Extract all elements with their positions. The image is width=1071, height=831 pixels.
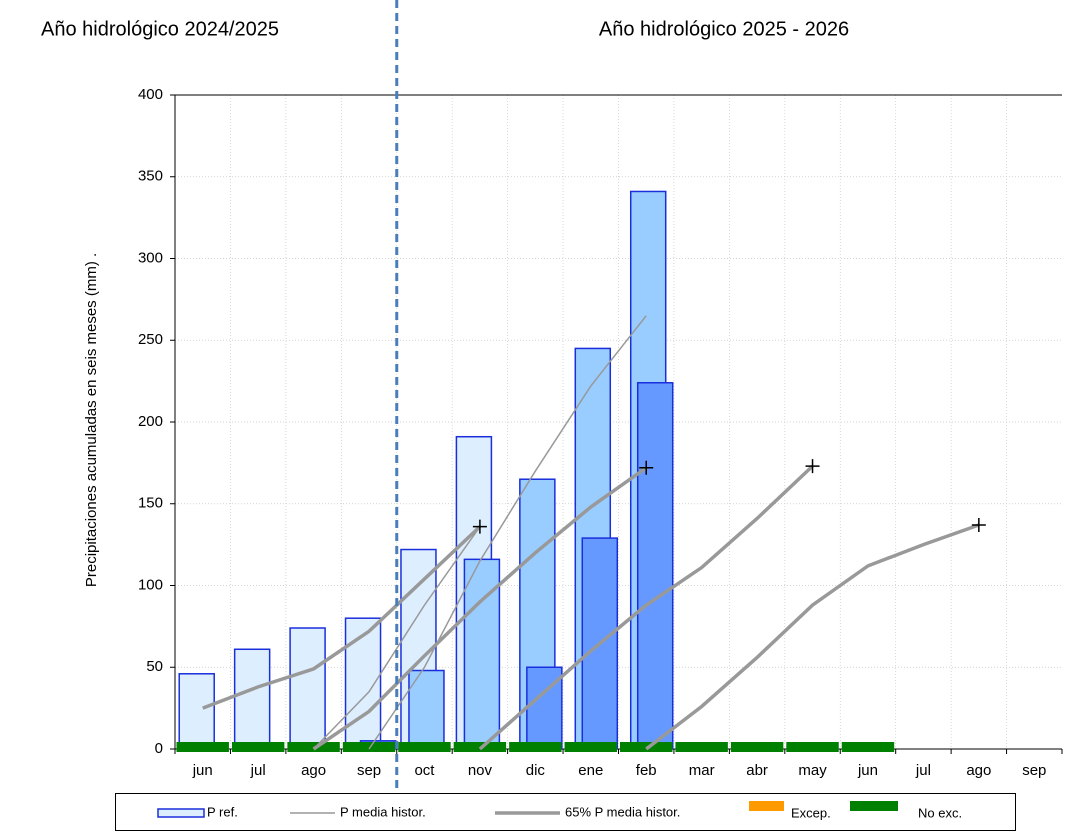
line-series: [645, 523, 980, 751]
x-tick-label: feb: [636, 762, 657, 779]
status-bar: [231, 742, 285, 752]
year-title: Año hidrológico 2025 - 2026: [599, 18, 849, 40]
legend-label: P ref.: [207, 804, 238, 819]
line-series: [202, 525, 482, 710]
legend-swatch: [749, 801, 784, 811]
status-bar: [509, 742, 562, 752]
x-tick-label: may: [798, 762, 827, 779]
x-tick-label: jul: [250, 762, 266, 779]
status-bar: [841, 742, 895, 752]
legend-label: P media histor.: [340, 804, 426, 819]
bar: [344, 617, 382, 750]
x-tick-label: ago: [966, 762, 991, 779]
x-tick-label: sep: [1022, 762, 1046, 779]
legend-label: Excep.: [791, 805, 831, 820]
end-marker: [472, 519, 487, 534]
x-tick-label: dic: [526, 762, 546, 779]
y-axis-label: Precipitaciones acumuladas en seis meses…: [83, 253, 100, 587]
y-tick-label: 300: [138, 249, 163, 266]
status-bar: [786, 742, 839, 752]
line-series: [312, 466, 648, 751]
bar: [233, 648, 271, 750]
x-tick-label: mar: [689, 762, 715, 779]
y-tick-label: 350: [138, 168, 163, 185]
legend-swatch: [157, 808, 205, 818]
y-tick-label: 0: [155, 740, 163, 757]
line-series: [313, 526, 481, 750]
x-tick-label: abr: [746, 762, 768, 779]
end-marker: [805, 459, 820, 474]
status-bar: [730, 742, 784, 752]
status-bar: [342, 742, 396, 752]
x-tick-label: ene: [578, 762, 603, 779]
y-tick-label: 200: [138, 413, 163, 430]
y-tick-label: 100: [138, 576, 163, 593]
status-bar: [564, 742, 617, 752]
legend-label: 65% P media histor.: [565, 804, 680, 819]
y-tick-label: 400: [138, 86, 163, 103]
line-series: [478, 464, 814, 751]
end-marker: [971, 518, 986, 533]
x-tick-label: jun: [192, 762, 213, 779]
end-marker: [639, 460, 654, 475]
status-bar: [675, 742, 728, 752]
x-tick-label: ago: [301, 762, 326, 779]
y-tick-label: 150: [138, 495, 163, 512]
legend: P ref. P media histor. 65% P media histor.…: [115, 793, 1016, 831]
bar: [178, 673, 215, 750]
x-tick-label: nov: [468, 762, 493, 779]
status-bar: [176, 742, 229, 752]
year-title: Año hidrológico 2024/2025: [41, 18, 279, 40]
legend-box: [115, 793, 1016, 831]
x-tick-label: jun: [857, 762, 878, 779]
bar: [289, 627, 326, 750]
y-tick-label: 50: [146, 658, 163, 675]
line-series: [368, 315, 647, 750]
legend-label: No exc.: [918, 805, 962, 820]
bar: [408, 669, 445, 750]
status-bar: [398, 742, 451, 752]
x-tick-label: sep: [357, 762, 381, 779]
x-tick-label: oct: [414, 762, 435, 779]
bar: [636, 382, 674, 750]
legend-swatch: [850, 801, 898, 811]
x-tick-label: jul: [915, 762, 931, 779]
y-tick-label: 250: [138, 331, 163, 348]
